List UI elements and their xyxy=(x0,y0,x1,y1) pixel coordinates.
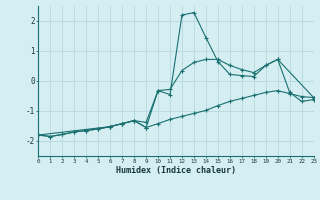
X-axis label: Humidex (Indice chaleur): Humidex (Indice chaleur) xyxy=(116,166,236,175)
